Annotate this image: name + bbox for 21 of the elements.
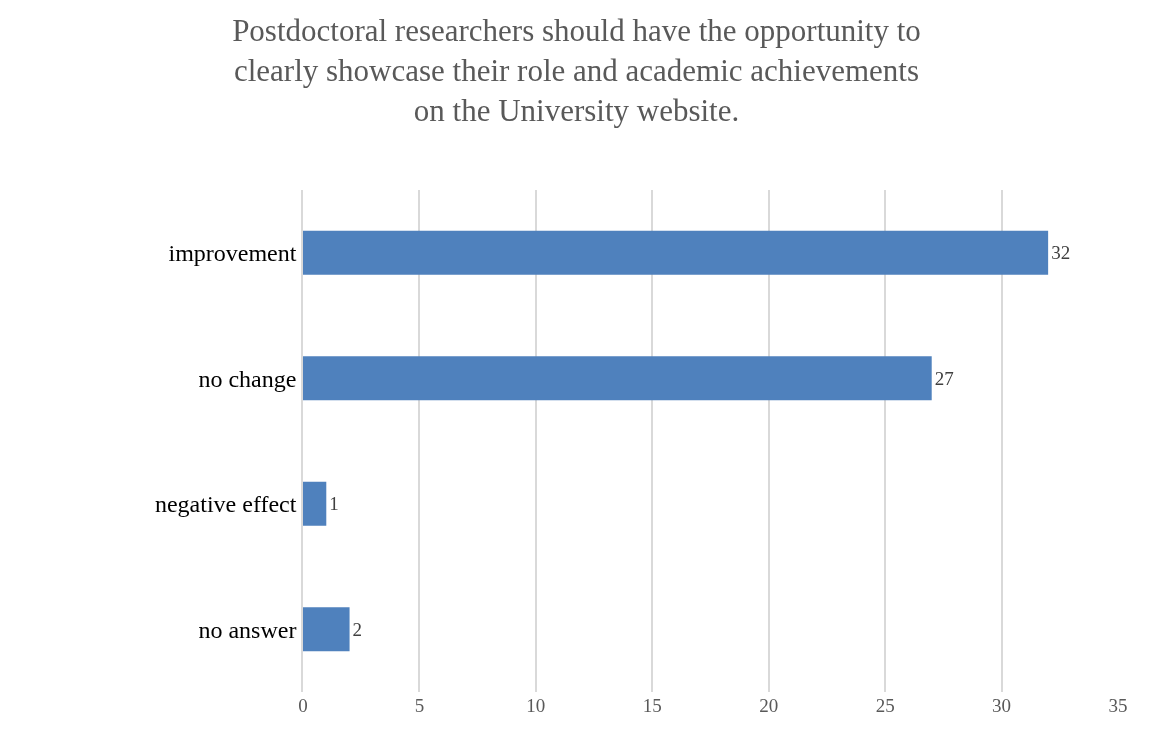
x-tick-label: 15 — [642, 695, 662, 716]
bar — [303, 356, 932, 401]
chart-title: Postdoctoral researchers should have the opportunity to clearly showcase their role and academic achievements on the University website. — [232, 12, 921, 129]
bar — [303, 481, 327, 526]
y-tick-label: no change — [198, 365, 297, 392]
y-tick-label: no answer — [198, 616, 297, 643]
x-tick-label: 25 — [875, 695, 895, 716]
x-tick-label: 30 — [992, 695, 1012, 716]
y-tick-label: improvement — [168, 240, 297, 267]
x-tick-label: 5 — [414, 695, 425, 716]
data-label: 32 — [1051, 242, 1071, 264]
x-tick-label: 20 — [759, 695, 779, 716]
y-tick-label: negative effect — [154, 491, 297, 518]
x-tick-label: 35 — [1108, 695, 1128, 716]
bar — [303, 230, 1049, 275]
bar — [303, 607, 350, 652]
x-tick-label: 10 — [526, 695, 546, 716]
data-label: 1 — [329, 493, 339, 515]
data-label: 2 — [352, 618, 363, 640]
x-tick-label: 0 — [298, 695, 308, 716]
data-label: 27 — [934, 367, 954, 389]
